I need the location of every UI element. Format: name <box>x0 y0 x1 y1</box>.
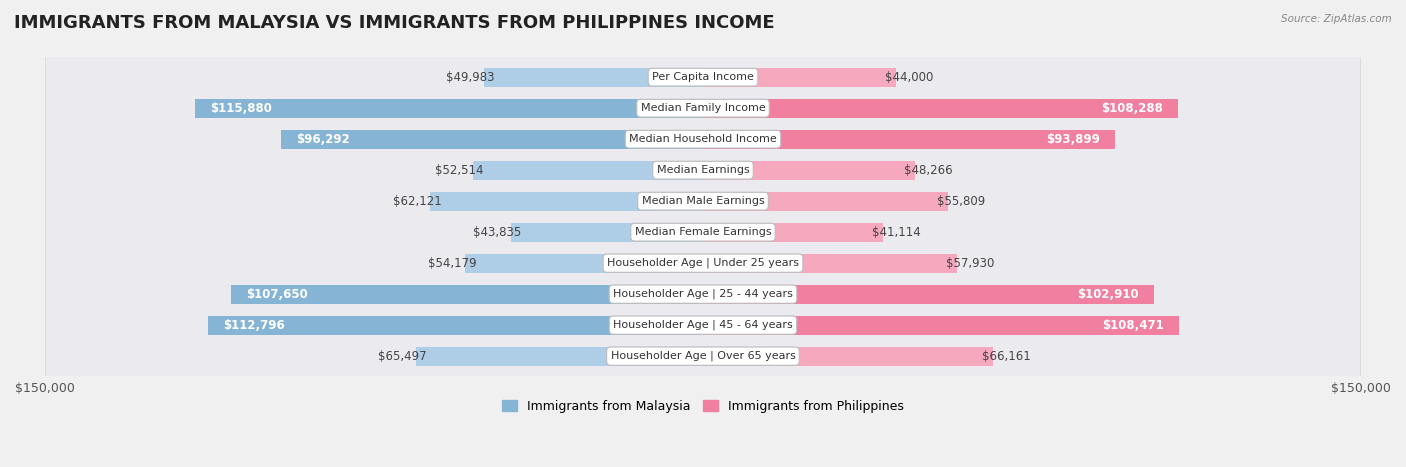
Text: $52,514: $52,514 <box>434 163 484 177</box>
Text: Median Male Earnings: Median Male Earnings <box>641 196 765 206</box>
Text: IMMIGRANTS FROM MALAYSIA VS IMMIGRANTS FROM PHILIPPINES INCOME: IMMIGRANTS FROM MALAYSIA VS IMMIGRANTS F… <box>14 14 775 32</box>
Text: $115,880: $115,880 <box>209 102 271 115</box>
FancyBboxPatch shape <box>45 0 1361 467</box>
FancyBboxPatch shape <box>45 0 1361 467</box>
Text: $55,809: $55,809 <box>936 195 986 208</box>
Bar <box>703 284 1154 304</box>
Legend: Immigrants from Malaysia, Immigrants from Philippines: Immigrants from Malaysia, Immigrants fro… <box>498 395 908 418</box>
Text: $108,471: $108,471 <box>1102 318 1164 332</box>
Bar <box>472 161 703 180</box>
Text: $107,650: $107,650 <box>246 288 308 301</box>
FancyBboxPatch shape <box>45 0 1361 467</box>
Bar <box>703 316 1178 335</box>
Bar <box>281 129 703 149</box>
Text: $93,899: $93,899 <box>1046 133 1099 146</box>
Text: $48,266: $48,266 <box>904 163 952 177</box>
Text: Source: ZipAtlas.com: Source: ZipAtlas.com <box>1281 14 1392 24</box>
Bar <box>231 284 703 304</box>
Text: $49,983: $49,983 <box>446 71 495 84</box>
Bar <box>465 254 703 273</box>
Bar <box>416 347 703 366</box>
Text: $65,497: $65,497 <box>378 350 426 363</box>
Bar <box>703 129 1115 149</box>
Text: Median Earnings: Median Earnings <box>657 165 749 175</box>
Text: Median Household Income: Median Household Income <box>628 134 778 144</box>
Text: Householder Age | Under 25 years: Householder Age | Under 25 years <box>607 258 799 269</box>
Text: $44,000: $44,000 <box>884 71 934 84</box>
Text: $102,910: $102,910 <box>1077 288 1139 301</box>
Text: $41,114: $41,114 <box>872 226 921 239</box>
Bar <box>194 99 703 118</box>
Text: Householder Age | Over 65 years: Householder Age | Over 65 years <box>610 351 796 361</box>
Bar <box>430 191 703 211</box>
FancyBboxPatch shape <box>45 0 1361 467</box>
Text: $112,796: $112,796 <box>224 318 285 332</box>
Bar <box>703 223 883 242</box>
Bar <box>703 161 915 180</box>
Bar <box>703 191 948 211</box>
Bar <box>703 347 993 366</box>
Text: Median Female Earnings: Median Female Earnings <box>634 227 772 237</box>
FancyBboxPatch shape <box>45 0 1361 467</box>
Text: Householder Age | 25 - 44 years: Householder Age | 25 - 44 years <box>613 289 793 299</box>
Bar <box>703 68 896 87</box>
Bar <box>510 223 703 242</box>
Text: $96,292: $96,292 <box>295 133 350 146</box>
FancyBboxPatch shape <box>45 0 1361 467</box>
FancyBboxPatch shape <box>45 0 1361 467</box>
FancyBboxPatch shape <box>45 0 1361 467</box>
Bar <box>484 68 703 87</box>
Bar <box>703 254 957 273</box>
Text: Median Family Income: Median Family Income <box>641 103 765 113</box>
Text: $66,161: $66,161 <box>983 350 1031 363</box>
Bar <box>703 99 1178 118</box>
Text: $57,930: $57,930 <box>946 257 994 269</box>
Text: Per Capita Income: Per Capita Income <box>652 72 754 82</box>
FancyBboxPatch shape <box>45 0 1361 467</box>
Text: $108,288: $108,288 <box>1101 102 1163 115</box>
Text: $54,179: $54,179 <box>427 257 477 269</box>
Text: Householder Age | 45 - 64 years: Householder Age | 45 - 64 years <box>613 320 793 330</box>
Text: $62,121: $62,121 <box>392 195 441 208</box>
Text: $43,835: $43,835 <box>474 226 522 239</box>
FancyBboxPatch shape <box>45 0 1361 467</box>
Bar <box>208 316 703 335</box>
